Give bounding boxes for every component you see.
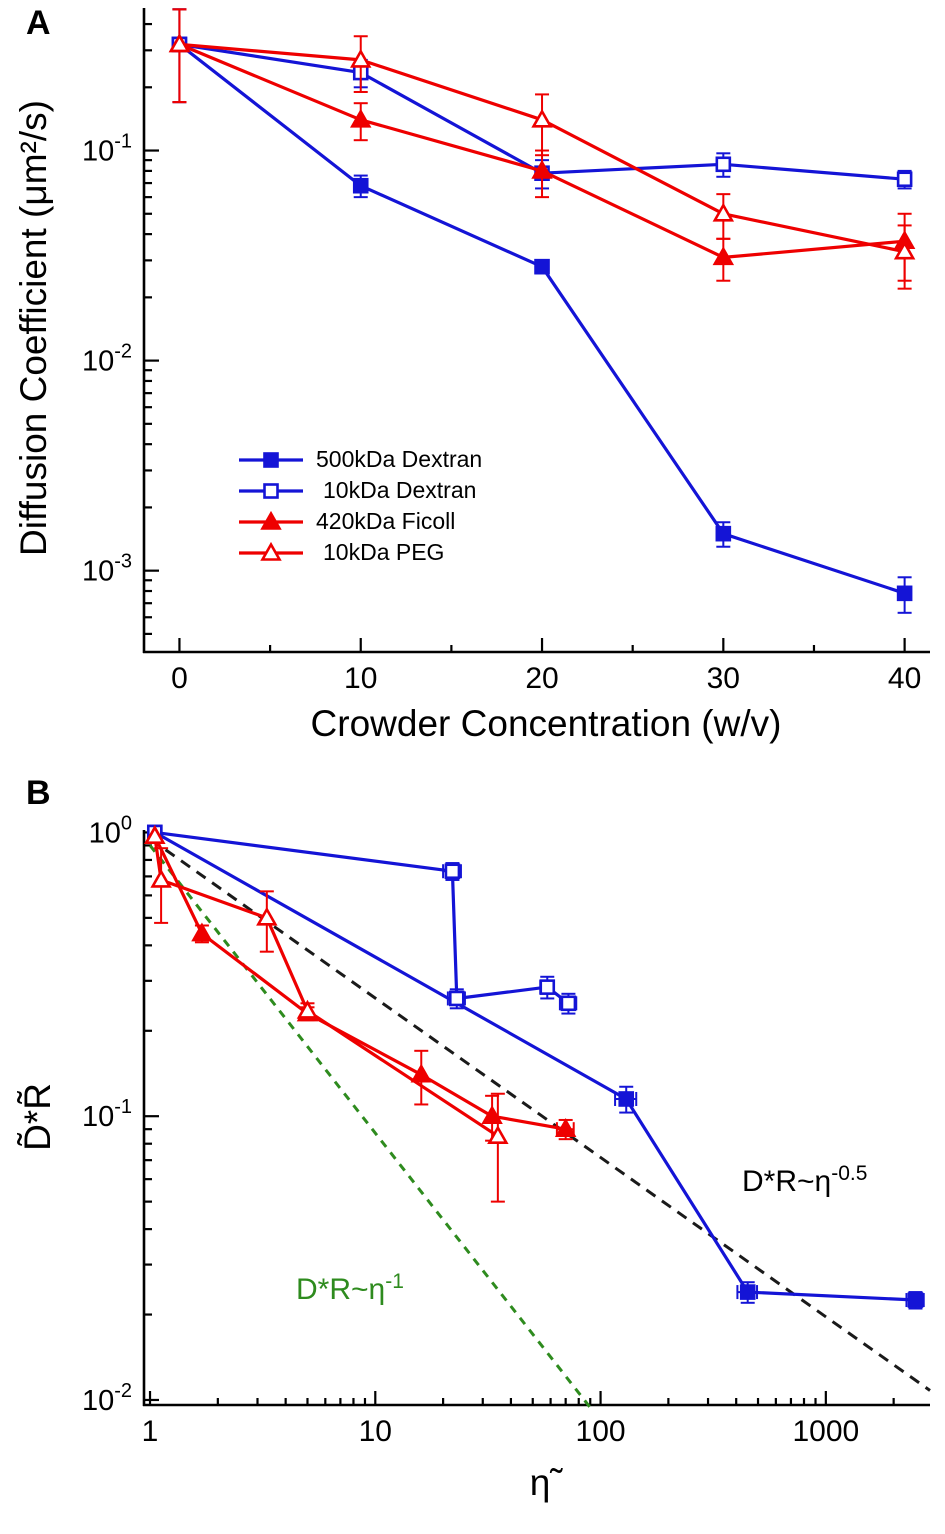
- panel-a-x-axis-title: Crowder Concentration (w/v): [310, 703, 782, 744]
- legend-item-420kda-ficoll: 420kDa Ficoll: [237, 506, 482, 537]
- svg-text:10: 10: [359, 1415, 392, 1448]
- axes: [142, 8, 930, 654]
- svg-text:10-2: 10-2: [82, 341, 132, 378]
- panel-b-y-axis-title: D̃*R̃: [17, 1083, 58, 1151]
- filled-triangle-marker-icon: [239, 510, 303, 530]
- svg-text:0: 0: [171, 662, 188, 695]
- filled-square-marker-icon: [239, 451, 303, 468]
- panel-b: 1 10 100 1000 10-2 10-1 100 B D̃*R̃ η̃ D*R~η-0…: [0, 770, 945, 1534]
- panel-b-plot: 1 10 100 1000 10-2 10-1 100: [82, 812, 931, 1448]
- svg-text:100: 100: [576, 1415, 626, 1448]
- legend-label-10kda-peg: 10kDa PEG: [323, 539, 445, 565]
- open-square-marker-icon: [239, 482, 303, 499]
- ticks: 0 10 20 30 40 10-3 10-2 10-1: [82, 22, 921, 695]
- axes: [142, 830, 930, 1407]
- svg-text:40: 40: [888, 662, 921, 695]
- panel-a-y-axis-title: Diffusion Coefficient (μm²/s): [13, 100, 54, 556]
- svg-text:100: 100: [89, 812, 132, 849]
- legend-label-500kda-dextran: 500kDa Dextran: [316, 446, 483, 472]
- panel-b-x-axis-title: η̃: [529, 1462, 551, 1503]
- annotation-exponent: -1: [385, 1270, 404, 1293]
- series-10kda-dextran: [146, 824, 578, 1015]
- legend-item-10kda-dextran: 10kDa Dextran: [237, 475, 482, 506]
- annotation-exponent: -0.5: [831, 1162, 868, 1185]
- series-500kda-dextran: [171, 8, 913, 614]
- series-10kda-peg: [168, 8, 916, 290]
- legend-item-10kda-peg: 10kDa PEG: [237, 537, 482, 568]
- guide-line: [148, 844, 592, 1409]
- ticks: 1 10 100 1000 10-2 10-1 100: [82, 812, 895, 1448]
- svg-text:1000: 1000: [792, 1415, 859, 1448]
- series-500kda-dextran: [146, 824, 925, 1310]
- svg-text:10-1: 10-1: [82, 1096, 132, 1133]
- panel-a-label: A: [26, 4, 51, 42]
- legend-item-500kda-dextran: 500kDa Dextran: [237, 444, 482, 475]
- annotation-base: D*R~η: [296, 1273, 386, 1306]
- series-10kda-peg: [144, 825, 509, 1203]
- svg-text:10-2: 10-2: [82, 1380, 132, 1417]
- svg-text:30: 30: [707, 662, 740, 695]
- svg-text:20: 20: [525, 662, 558, 695]
- legend-label-420kda-ficoll: 420kDa Ficoll: [316, 508, 456, 534]
- legend-label-10kda-dextran: 10kDa Dextran: [323, 477, 477, 503]
- panel-a-plot: 0 10 20 30 40 10-3 10-2 10-1: [82, 8, 930, 695]
- guide-line: [149, 837, 931, 1392]
- svg-text:1: 1: [142, 1415, 159, 1448]
- annotation-base: D*R~η: [742, 1165, 832, 1198]
- open-triangle-marker-icon: [239, 541, 303, 561]
- svg-text:10-3: 10-3: [82, 551, 132, 588]
- svg-text:10: 10: [344, 662, 377, 695]
- svg-text:10-1: 10-1: [82, 131, 132, 168]
- annotation-power-law-one: D*R~η-1: [296, 1270, 404, 1307]
- panel-a: 0 10 20 30 40 10-3 10-2 10-1 A Diffusion Coeffi…: [13, 4, 930, 744]
- panel-a-legend: 500kDa Dextran 10kDa Dextran 420kDa Fico…: [237, 444, 482, 568]
- panel-b-label: B: [26, 774, 51, 812]
- annotation-power-law-half: D*R~η-0.5: [742, 1162, 867, 1199]
